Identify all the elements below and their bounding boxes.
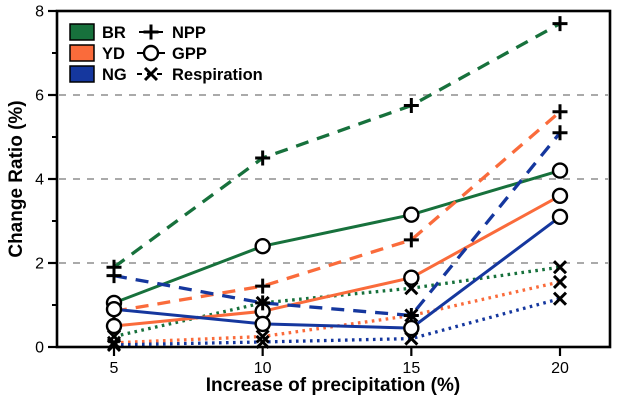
y-tick-label-6: 6 — [35, 88, 44, 105]
data-point-BR-GPP-x15 — [403, 206, 420, 223]
x-axis-title: Increase of precipitation (%) — [205, 375, 461, 396]
data-point-YD-NPP-x10 — [255, 278, 271, 294]
data-point-NG-Respiration-x5 — [106, 337, 122, 352]
data-point-BR-Respiration-x20 — [552, 260, 568, 275]
legend-swatch-BR — [69, 23, 95, 41]
data-point-NG-Respiration-x15 — [404, 331, 419, 346]
data-point-YD-GPP-x15 — [403, 269, 420, 286]
series-line-NG-NPP — [113, 131, 562, 318]
data-point-NG-GPP-x20 — [551, 208, 569, 226]
data-point-NG-NPP-x20 — [552, 125, 568, 141]
data-point-BR-NPP-x20 — [552, 16, 568, 32]
y-axis-title: Change Ratio (%) — [6, 100, 27, 258]
data-point-BR-NPP-x10 — [255, 150, 271, 166]
series-line-NG-GPP — [113, 215, 561, 330]
legend-metric-label-GPP: GPP — [172, 45, 207, 63]
legend-site-label-NG: NG — [102, 66, 127, 84]
data-point-BR-GPP-x20 — [551, 162, 569, 179]
data-point-YD-Respiration-x20 — [552, 274, 568, 289]
series-line-YD-GPP — [113, 194, 561, 328]
data-point-NG-NPP-x5 — [106, 268, 122, 284]
y-tick-label-4: 4 — [35, 172, 44, 189]
data-point-BR-NPP-x15 — [403, 98, 419, 113]
x-tick-label-15: 15 — [402, 360, 420, 377]
legend-site-label-BR: BR — [102, 24, 126, 42]
legend-metric-label-Respiration: Respiration — [172, 66, 263, 84]
legend-site-label-YD: YD — [102, 45, 125, 63]
y-tick-label-2: 2 — [35, 256, 44, 273]
series-line-BR-GPP — [113, 169, 561, 305]
data-point-NG-Respiration-x20 — [552, 291, 568, 306]
series-line-YD-NPP — [113, 110, 562, 313]
x-tick-label-10: 10 — [254, 360, 272, 377]
legend-swatch-NG — [69, 65, 95, 83]
data-point-NG-GPP-x5 — [105, 301, 123, 318]
legend-swatch-YD — [69, 44, 95, 62]
series-line-BR-NPP — [113, 22, 561, 269]
data-point-YD-NPP-x15 — [403, 232, 419, 248]
x-tick-label-20: 20 — [551, 360, 569, 377]
x-tick-label-5: 5 — [110, 360, 119, 377]
y-tick-label-0: 0 — [35, 340, 44, 357]
data-point-YD-Respiration-x10 — [255, 329, 270, 344]
legend-metric-label-NPP: NPP — [172, 24, 206, 42]
data-point-BR-GPP-x10 — [254, 237, 271, 255]
data-point-NG-NPP-x10 — [255, 295, 271, 311]
legend-marker-npp-icon — [143, 24, 159, 40]
legend-marker-gpp-icon — [142, 44, 160, 62]
data-point-NG-GPP-x15 — [403, 319, 420, 337]
legend-marker-respiration-icon — [143, 66, 159, 82]
data-point-NG-GPP-x10 — [254, 315, 271, 333]
data-point-YD-GPP-x20 — [551, 187, 569, 205]
data-point-YD-NPP-x20 — [552, 104, 568, 120]
data-point-YD-GPP-x5 — [105, 317, 123, 335]
y-tick-label-8: 8 — [35, 4, 44, 21]
